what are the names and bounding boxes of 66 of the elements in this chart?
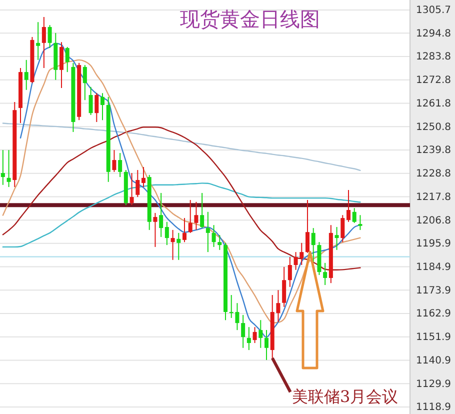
candlestick — [334, 226, 339, 250]
candlestick — [100, 92, 104, 121]
candlestick — [94, 92, 99, 122]
candlestick — [182, 218, 186, 243]
candlestick — [153, 212, 158, 248]
candlestick — [130, 172, 134, 206]
candlestick — [170, 229, 175, 260]
candlestick — [42, 16, 46, 69]
candlestick — [136, 170, 140, 198]
candlestick — [358, 214, 362, 230]
y-tick-label: 1283.8 — [416, 52, 451, 63]
candlestick — [60, 42, 64, 88]
candlestick — [206, 211, 210, 253]
candlestick — [194, 201, 198, 230]
candlestick — [311, 228, 316, 263]
y-tick-label: 1173.9 — [416, 285, 451, 296]
candlestick — [188, 199, 192, 234]
line-series — [2, 122, 361, 172]
annotation: 美联储3月会议 — [292, 387, 398, 406]
candlestick — [24, 59, 28, 90]
candlestick — [82, 64, 87, 101]
candlestick — [246, 326, 251, 351]
candlestick — [306, 199, 310, 254]
y-tick-label: 1272.8 — [416, 75, 451, 86]
candlestick — [142, 166, 146, 188]
candlestick — [65, 46, 70, 73]
candlestick — [323, 262, 328, 286]
y-tick-label: 1195.9 — [416, 238, 451, 250]
candlestick — [159, 192, 164, 238]
candlestick — [6, 150, 11, 188]
candlestick — [212, 224, 216, 248]
candlestick — [288, 256, 292, 288]
y-tick-label: 1129.9 — [416, 378, 451, 390]
candlestick — [200, 192, 204, 229]
y-tick-label: 1294.8 — [416, 28, 451, 40]
candlestick — [88, 86, 93, 116]
line-series — [2, 126, 361, 271]
y-tick-label: 1250.8 — [416, 122, 451, 133]
candlestick — [352, 208, 356, 224]
y-tick-label: 1261.8 — [416, 98, 451, 110]
candlestick — [218, 234, 222, 250]
candlestick — [258, 320, 263, 348]
candlestick — [164, 221, 169, 246]
candlestick — [36, 22, 40, 60]
y-tick-label: 1162.9 — [416, 308, 451, 320]
candlestick — [0, 150, 5, 186]
candlestick — [264, 330, 268, 361]
y-tick-label: 1151.9 — [416, 332, 451, 344]
y-tick-label: 1184.9 — [416, 262, 451, 273]
y-tick-label: 1118.9 — [416, 402, 451, 414]
chart-title: 现货黄金日线图 — [180, 7, 320, 31]
candlestick — [176, 232, 181, 260]
y-tick-label: 1239.8 — [416, 145, 451, 156]
y-tick-label: 1140.9 — [416, 355, 451, 366]
y-tick-label: 1305.7 — [416, 5, 451, 16]
candlestick — [252, 326, 257, 344]
candlestick — [340, 214, 345, 243]
candlestick — [118, 152, 122, 178]
y-tick-label: 1217.8 — [416, 192, 451, 203]
candlestick — [241, 314, 246, 348]
candlestick — [282, 266, 286, 308]
candlestick — [48, 24, 52, 49]
candlestick — [112, 150, 116, 172]
y-tick-label: 1206.8 — [416, 215, 451, 226]
y-tick-label: 1228.8 — [416, 168, 451, 180]
candlestick — [346, 190, 350, 222]
